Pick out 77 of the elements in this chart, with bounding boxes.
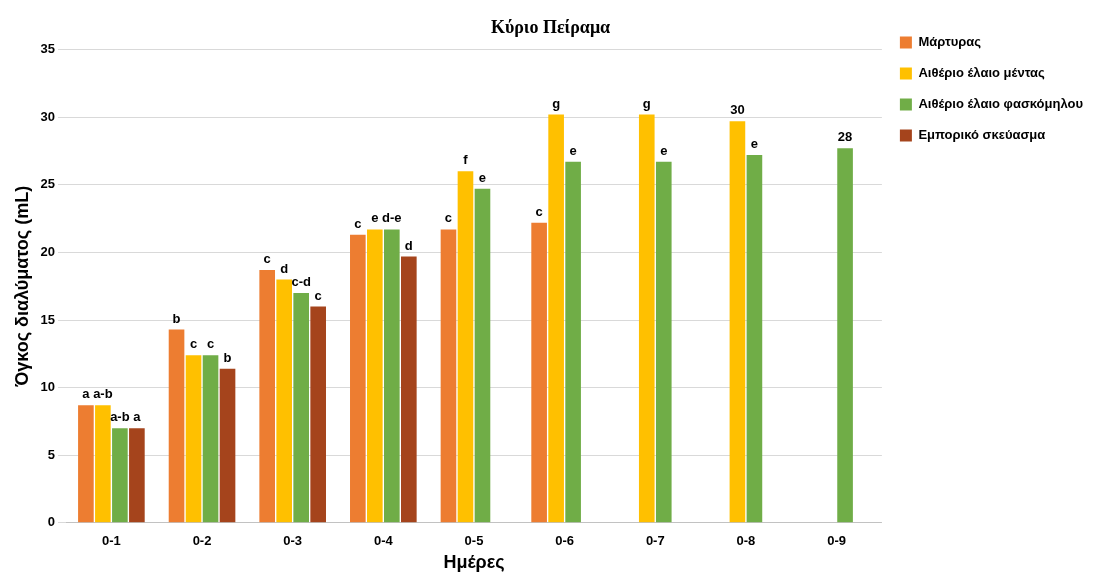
bar	[729, 121, 746, 523]
y-tick-label: 0	[47, 514, 56, 530]
bar	[95, 405, 111, 523]
data-label: f	[463, 152, 469, 168]
bar	[310, 306, 326, 523]
x-tick-label: 0-7	[645, 533, 665, 549]
data-label: d	[280, 260, 289, 276]
bar	[259, 269, 275, 523]
bar	[531, 222, 547, 523]
data-label: d-e	[382, 210, 402, 226]
data-label: c	[354, 215, 362, 231]
x-tick-label: 0-2	[192, 533, 212, 549]
y-tick-label: 35	[40, 41, 56, 57]
bar	[185, 355, 202, 523]
bar	[168, 329, 185, 523]
bar	[401, 256, 417, 523]
bar	[655, 161, 672, 523]
bar	[565, 161, 581, 523]
bar	[440, 229, 457, 523]
data-label: e	[371, 210, 379, 226]
bar	[350, 234, 366, 523]
chart-title: Κύριο Πείραμα	[490, 17, 611, 38]
legend-label: Μάρτυρας	[918, 34, 982, 50]
data-label: e	[569, 142, 577, 158]
data-label: c	[189, 336, 198, 352]
y-tick-label: 5	[47, 446, 56, 462]
data-label: a	[82, 386, 91, 402]
bar	[837, 148, 853, 523]
x-tick-label: 0-1	[101, 533, 121, 549]
bar	[293, 292, 309, 523]
data-label: c	[206, 336, 215, 352]
bar	[638, 114, 655, 523]
y-tick-label: 25	[40, 176, 56, 192]
data-label: g	[642, 95, 651, 111]
y-tick-label: 15	[40, 311, 56, 327]
bar	[548, 114, 564, 523]
data-label: g	[552, 95, 561, 111]
data-label: c	[263, 251, 271, 267]
y-tick-label: 30	[40, 108, 56, 124]
x-tick-label: 0-4	[373, 533, 394, 549]
x-tick-label: 0-5	[464, 533, 484, 549]
bar	[384, 229, 400, 523]
bar	[78, 405, 94, 523]
bar	[276, 279, 292, 523]
data-label: e	[660, 142, 668, 158]
bar	[219, 368, 236, 523]
data-label: c	[444, 210, 453, 226]
data-label: b	[172, 310, 181, 326]
data-label: e	[750, 136, 759, 152]
data-label: c	[314, 287, 322, 303]
data-label: c-d	[291, 274, 311, 290]
x-tick-label: 0-9	[827, 533, 846, 549]
legend-label: Εμπορικό σκεύασμα	[918, 127, 1046, 143]
bar	[202, 355, 219, 523]
bar	[367, 229, 383, 523]
data-label: c	[535, 203, 543, 219]
legend-label: Αιθέριο έλαιο μέντας	[918, 65, 1046, 81]
data-label: a-b	[93, 386, 113, 402]
data-label: d	[404, 237, 413, 253]
data-label: a	[133, 409, 142, 425]
bar	[112, 428, 128, 523]
x-tick-label: 0-8	[736, 533, 756, 549]
y-tick-label: 10	[40, 379, 56, 395]
y-tick-label: 20	[40, 243, 56, 259]
y-axis-title: Όγκος διαλύματος (mL)	[11, 185, 32, 388]
x-tick-label: 0-6	[555, 533, 575, 549]
bar	[129, 428, 145, 523]
bar	[474, 188, 491, 523]
bar	[746, 155, 763, 523]
bar	[457, 171, 474, 523]
data-label: 28	[837, 129, 853, 145]
x-tick-label: 0-3	[283, 533, 303, 549]
x-axis-title: Ημέρες	[443, 552, 505, 573]
legend-label: Αιθέριο έλαιο φασκόμηλου	[918, 96, 1084, 112]
data-label: 30	[730, 102, 745, 118]
data-label: e	[478, 169, 487, 185]
data-label: b	[223, 349, 232, 365]
